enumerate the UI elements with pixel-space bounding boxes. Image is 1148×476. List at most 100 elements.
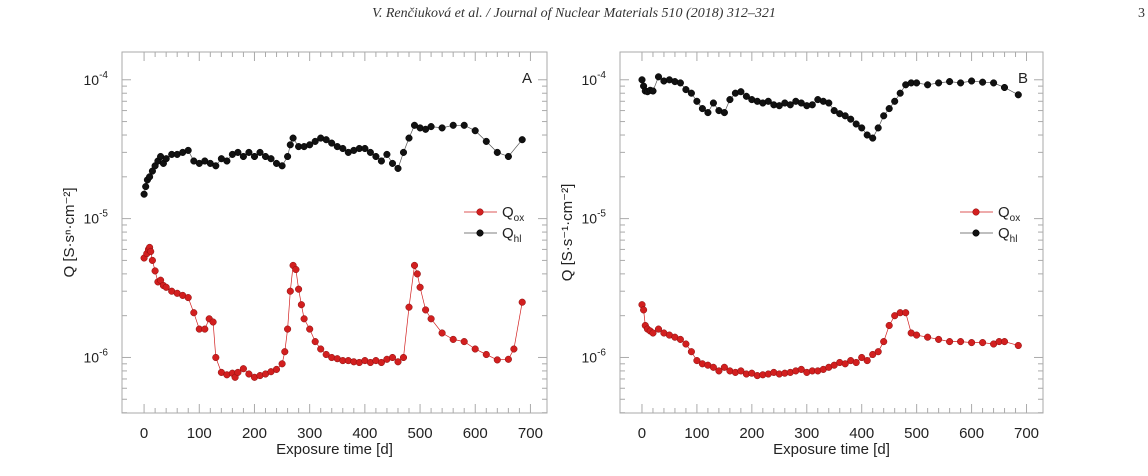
data-point-ox — [1014, 341, 1022, 350]
legend-marker-hl — [972, 229, 980, 237]
data-point-hl — [399, 148, 408, 156]
data-point-hl — [256, 148, 264, 156]
data-point-ox — [715, 367, 723, 375]
data-point-ox — [399, 353, 408, 362]
data-point-ox — [460, 338, 468, 346]
data-point-ox — [405, 303, 413, 311]
data-point-hl — [322, 136, 330, 144]
data-point-ox — [482, 350, 490, 359]
data-point-hl — [504, 152, 512, 161]
data-point-ox — [286, 287, 294, 295]
data-point-ox — [162, 283, 170, 291]
legend-label-hl: Qhl — [998, 225, 1017, 245]
data-point-hl — [1000, 83, 1009, 92]
data-point-ox — [891, 312, 899, 320]
data-point-ox — [682, 340, 690, 348]
x-tick-label: 700 — [518, 425, 543, 442]
data-point-ox — [841, 360, 849, 368]
data-point-ox — [245, 370, 253, 378]
data-point-ox — [902, 309, 910, 317]
data-point-ox — [968, 339, 976, 347]
data-point-ox — [504, 355, 512, 363]
data-point-hl — [737, 88, 745, 96]
data-point-hl — [654, 73, 663, 81]
data-point-hl — [289, 134, 297, 142]
data-point-hl — [968, 77, 976, 85]
data-point-hl — [990, 79, 998, 87]
data-point-ox — [322, 350, 330, 359]
data-point-ox — [427, 315, 435, 323]
data-point-ox — [190, 309, 198, 317]
data-point-hl — [311, 137, 319, 145]
legend-label-ox: Qox — [998, 204, 1020, 224]
data-point-hl — [825, 99, 833, 107]
data-point-ox — [284, 325, 292, 333]
data-point-hl — [339, 144, 347, 153]
data-point-hl — [223, 157, 231, 165]
data-point-hl — [885, 105, 893, 113]
x-tick-label: 500 — [904, 425, 929, 442]
y-axis-label: Q [S·s⁻¹·cm⁻²] — [559, 184, 576, 282]
data-point-hl — [140, 190, 148, 198]
data-point-hl — [328, 139, 336, 147]
data-point-ox — [709, 363, 717, 371]
data-point-ox — [493, 356, 501, 364]
data-point-ox — [924, 333, 932, 341]
data-point-hl — [383, 150, 391, 158]
y-tick-label: 10-4 — [84, 70, 109, 88]
data-point-hl — [682, 86, 690, 94]
data-point-hl — [278, 162, 286, 170]
data-point-hl — [869, 134, 877, 142]
data-point-ox — [946, 338, 954, 346]
x-tick-label: 300 — [297, 425, 322, 442]
data-point-ox — [416, 283, 424, 291]
data-point-ox — [239, 365, 247, 373]
x-tick-label: 100 — [187, 425, 212, 442]
data-point-ox — [234, 368, 242, 376]
data-point-ox — [471, 345, 479, 353]
data-point-ox — [377, 358, 385, 367]
data-point-hl — [377, 157, 385, 165]
data-point-hl — [858, 124, 866, 132]
panel-letter: A — [522, 70, 532, 87]
data-point-ox — [147, 247, 155, 256]
data-point-hl — [649, 87, 657, 95]
journal-header: V. Renčiuková et al. / Journal of Nuclea… — [372, 6, 776, 21]
data-point-ox — [438, 329, 446, 337]
y-tick-label: 10-6 — [582, 347, 607, 365]
data-point-ox — [935, 335, 943, 343]
data-point-ox — [148, 256, 156, 264]
data-point-ox — [510, 345, 518, 353]
data-point-hl — [863, 131, 871, 139]
data-point-ox — [292, 265, 300, 274]
legend-label-hl: Qhl — [502, 225, 521, 245]
data-point-ox — [449, 335, 457, 343]
data-point-ox — [979, 339, 987, 347]
data-point-ox — [676, 335, 684, 343]
data-point-ox — [858, 353, 866, 362]
plot-frame — [619, 51, 1044, 414]
data-point-hl — [142, 183, 150, 191]
x-tick-label: 0 — [638, 425, 646, 442]
x-tick-label: 600 — [959, 425, 984, 442]
data-point-hl — [449, 121, 457, 129]
data-point-hl — [720, 109, 728, 117]
data-point-hl — [284, 152, 292, 161]
data-point-hl — [687, 89, 695, 97]
data-point-hl — [306, 141, 314, 149]
data-point-hl — [742, 92, 750, 100]
x-tick-label: 700 — [1014, 425, 1039, 442]
data-point-ox — [687, 348, 695, 356]
y-tick-label: 10-5 — [84, 209, 109, 227]
data-point-hl — [693, 97, 701, 105]
x-tick-label: 100 — [684, 425, 709, 442]
data-point-hl — [841, 112, 849, 120]
data-point-hl — [286, 141, 294, 149]
data-point-ox — [518, 298, 526, 306]
data-point-hl — [460, 121, 468, 129]
data-point-hl — [234, 148, 242, 156]
x-tick-label: 200 — [739, 425, 764, 442]
data-point-ox — [852, 358, 860, 367]
data-point-ox — [720, 363, 728, 371]
legend-label-subscript: ox — [514, 213, 525, 224]
